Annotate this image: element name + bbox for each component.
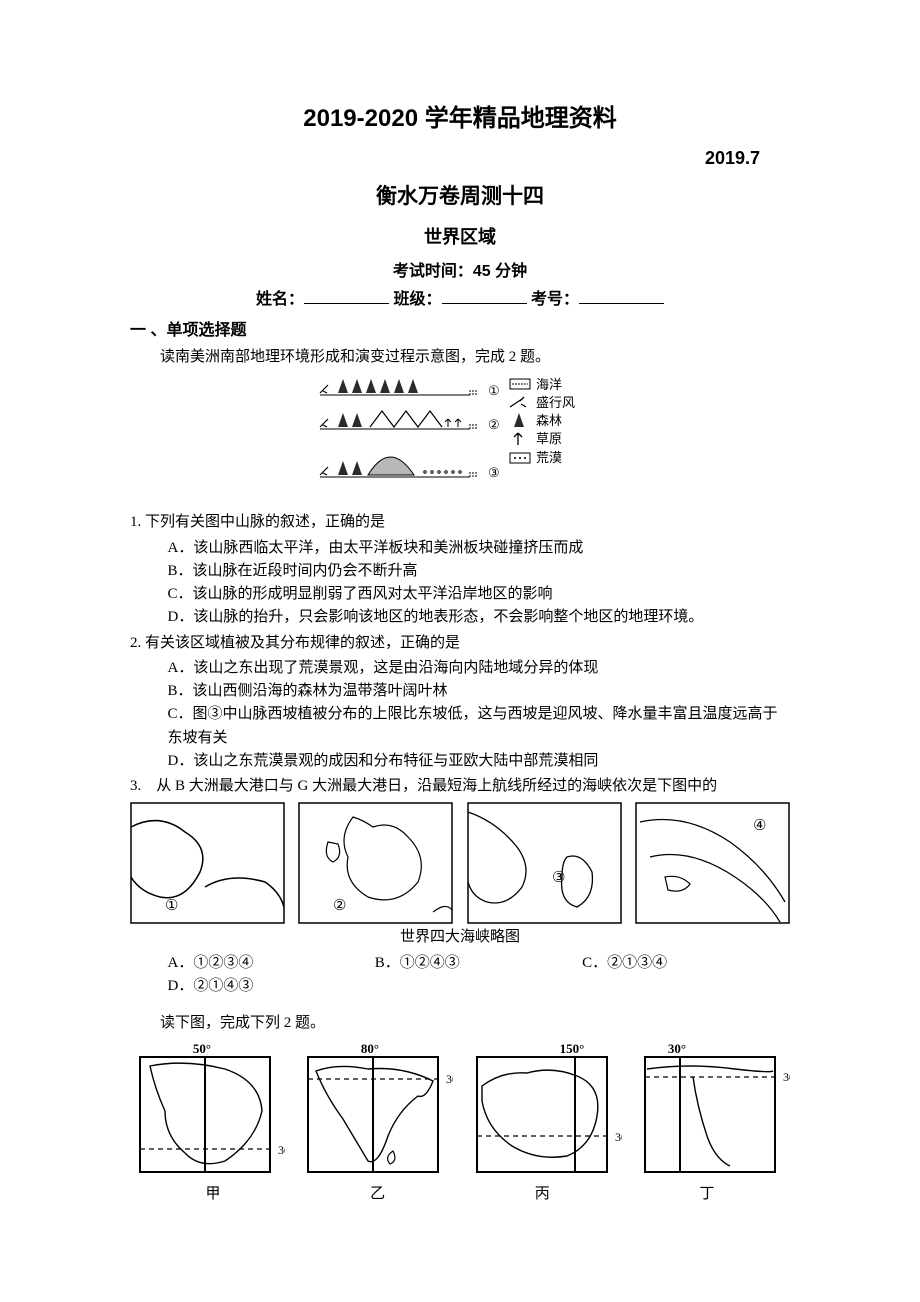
region-map-3: 150° 30° xyxy=(467,1041,622,1181)
date-line: 2019.7 xyxy=(130,145,790,173)
legend-grass: 草原 xyxy=(536,431,562,446)
sub-title: 衡水万卷周测十四 xyxy=(130,181,790,214)
strait-maps-caption: 世界四大海峡略图 xyxy=(130,926,790,949)
q2-option-b[interactable]: B．该山西侧沿海的森林为温带落叶阔叶林 xyxy=(130,680,790,703)
id-label: 考号： xyxy=(531,291,579,308)
exam-time: 考试时间：45 分钟 xyxy=(130,260,790,285)
q1-stem: 1. 下列有关图中山脉的叙述，正确的是 xyxy=(130,511,790,534)
region-label-1: 甲 xyxy=(138,1183,288,1206)
svg-text:150°: 150° xyxy=(559,1041,584,1056)
region-labels-row: 甲 乙 丙 丁 xyxy=(138,1183,782,1206)
q2-option-d[interactable]: D．该山之东荒漠景观的成因和分布特征与亚欧大陆中部荒漠相同 xyxy=(130,750,790,773)
region-map-1: 50° 30° xyxy=(130,1041,285,1181)
legend-desert: 荒漠 xyxy=(536,450,562,465)
svg-text:②: ② xyxy=(488,417,500,432)
class-label: 班级： xyxy=(393,291,441,308)
student-info-line: 姓名： 班级： 考号： xyxy=(130,288,790,313)
q2-option-a[interactable]: A．该山之东出现了荒漠景观，这是由沿海向内陆地域分异的体现 xyxy=(130,657,790,680)
intro-paragraph: 读南美洲南部地理环境形成和演变过程示意图，完成 2 题。 xyxy=(130,346,790,369)
strait-map-3: ③ xyxy=(467,802,622,924)
q3-option-d[interactable]: D．②①④③ xyxy=(168,975,375,998)
q2-option-c[interactable]: C．图③中山脉西坡植被分布的上限比东坡低，这与西坡是迎风坡、降水量丰富且温度远高… xyxy=(130,703,790,750)
q1-option-b[interactable]: B．该山脉在近段时间内仍会不断升高 xyxy=(130,560,790,583)
svg-text:②: ② xyxy=(333,898,346,914)
svg-text:①: ① xyxy=(165,898,178,914)
q1-option-a[interactable]: A．该山脉西临太平洋，由太平洋板块和美洲板块碰撞挤压而成 xyxy=(130,537,790,560)
region-label-3: 丙 xyxy=(467,1183,617,1206)
legend-ocean: 海洋 xyxy=(536,377,562,392)
q3-stem: 3. 从 B 大洲最大港口与 G 大洲最大港日，沿最短海上航线所经过的海峡依次是… xyxy=(130,775,790,798)
q2-stem: 2. 有关该区域植被及其分布规律的叙述，正确的是 xyxy=(130,632,790,655)
strait-maps-row: ① ② ③ ④ xyxy=(130,802,790,924)
main-title: 2019-2020 学年精品地理资料 xyxy=(130,100,790,137)
q3-option-b[interactable]: B．①②④③ xyxy=(375,952,582,975)
svg-text:50°: 50° xyxy=(193,1041,211,1056)
svg-text:③: ③ xyxy=(488,465,500,480)
q3-option-a[interactable]: A．①②③④ xyxy=(168,952,375,975)
q1-option-d[interactable]: D．该山脉的抬升，只会影响该地区的地表形态，不会影响整个地区的地理环境。 xyxy=(130,606,790,629)
strait-map-2: ② xyxy=(298,802,453,924)
legend-wind: 盛行风 xyxy=(536,395,575,410)
region-label-2: 乙 xyxy=(303,1183,453,1206)
region-maps-row: 50° 30° 80° 30° 150° 30° 30° 30° xyxy=(130,1041,790,1181)
name-label: 姓名： xyxy=(256,291,304,308)
svg-text:30°: 30° xyxy=(615,1130,622,1144)
svg-text:80°: 80° xyxy=(361,1041,379,1056)
strait-map-4: ④ xyxy=(635,802,790,924)
q3-option-c[interactable]: C．②①③④ xyxy=(582,952,789,975)
svg-text:30°: 30° xyxy=(668,1041,686,1056)
q3-options-row: A．①②③④ B．①②④③ C．②①③④ D．②①④③ xyxy=(130,952,790,999)
q1-option-c[interactable]: C．该山脉的形成明显削弱了西风对太平洋沿岸地区的影响 xyxy=(130,583,790,606)
svg-text:30°: 30° xyxy=(278,1143,285,1157)
id-blank[interactable] xyxy=(579,288,664,304)
svg-text:①: ① xyxy=(488,383,500,398)
part-1-header: 一 、单项选择题 xyxy=(130,319,790,344)
region-label-4: 丁 xyxy=(632,1183,782,1206)
evolution-diagram: ① ② xyxy=(130,375,790,503)
svg-text:30°: 30° xyxy=(783,1070,790,1084)
region-map-4: 30° 30° xyxy=(635,1041,790,1181)
svg-text:④: ④ xyxy=(753,818,766,834)
legend-forest: 森林 xyxy=(536,413,562,428)
name-blank[interactable] xyxy=(304,288,389,304)
svg-text:30°: 30° xyxy=(446,1072,453,1086)
class-blank[interactable] xyxy=(442,288,527,304)
strait-map-1: ① xyxy=(130,802,285,924)
region-map-2: 80° 30° xyxy=(298,1041,453,1181)
q4-intro: 读下图，完成下列 2 题。 xyxy=(130,1012,790,1035)
section-title: 世界区域 xyxy=(130,224,790,252)
svg-text:③: ③ xyxy=(552,870,565,886)
